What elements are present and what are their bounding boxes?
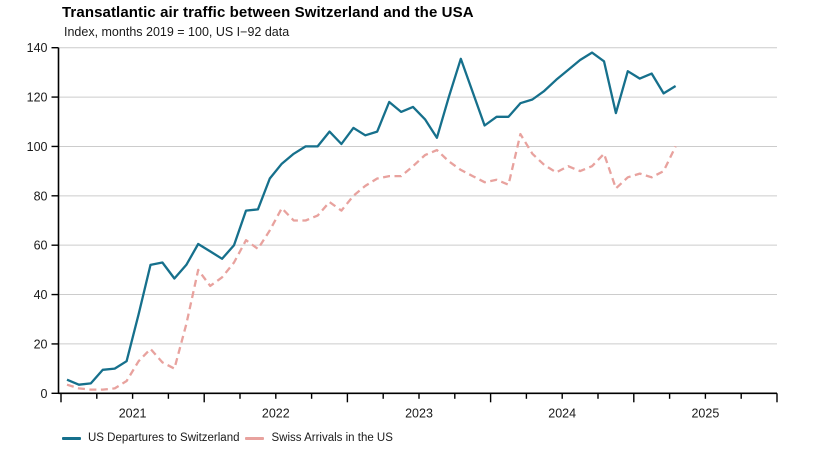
teal-line-swatch-icon [62,436,81,440]
chart-subtitle: Index, months 2019 = 100, US I−92 data [64,25,290,39]
x-year-label: 2024 [548,406,576,420]
y-tick-label: 0 [41,387,48,401]
chart-title: Transatlantic air traffic between Switze… [62,4,474,21]
legend-item-swiss-arrivals: Swiss Arrivals in the US [245,432,398,444]
y-tick-label: 60 [34,239,48,253]
y-tick-label: 80 [34,189,48,203]
chart-legend: US Departures to Switzerland Swiss Arriv… [62,432,399,444]
y-tick-label: 140 [27,41,48,55]
legend-label: US Departures to Switzerland [88,432,240,444]
chart-plot-area: 0 20 40 60 80 100 120 140 2021 2022 2023 2024 2025 [27,41,778,420]
x-year-label: 2025 [691,406,719,420]
y-tick-label: 120 [27,91,48,105]
legend-item-us-departures: US Departures to Switzerland [62,432,245,444]
swiss-arrivals-line [66,132,677,391]
pink-dashed-swatch-icon [245,436,265,440]
us-departures-line [66,51,677,386]
x-year-label: 2021 [119,406,147,420]
legend-label: Swiss Arrivals in the US [271,432,393,444]
x-year-label: 2022 [262,406,290,420]
y-tick-label: 40 [34,288,48,302]
x-year-label: 2023 [405,406,433,420]
y-tick-label: 100 [27,140,48,154]
y-tick-label: 20 [34,337,48,351]
